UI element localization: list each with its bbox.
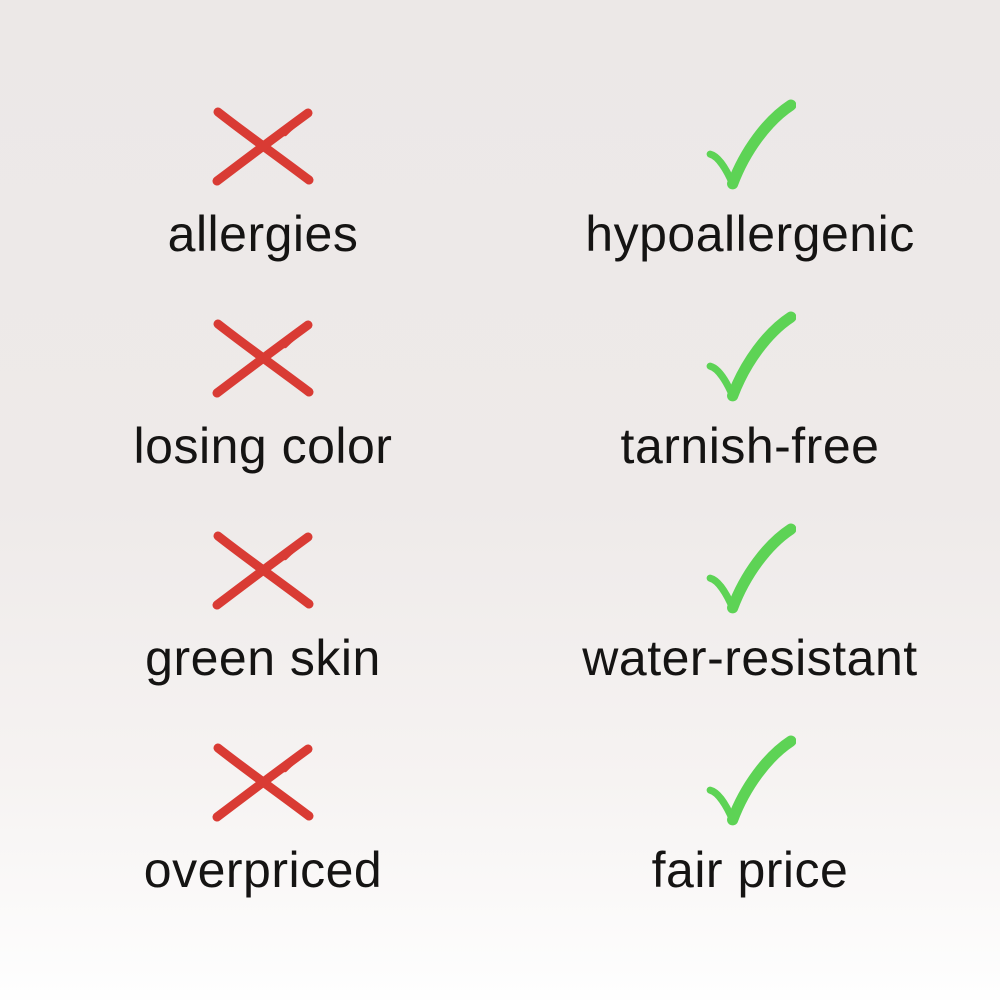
cross-icon: [207, 318, 319, 398]
negative-label: overpriced: [143, 842, 383, 898]
negative-item-allergies: allergies: [0, 78, 526, 290]
positive-label: hypoallergenic: [585, 206, 915, 262]
cross-icon: [207, 742, 319, 822]
negative-item-losing-color: losing color: [0, 290, 526, 502]
positive-item-water-resistant: water-resistant: [526, 502, 974, 714]
cross-icon: [207, 106, 319, 186]
check-icon: [704, 734, 796, 831]
negative-label: losing color: [133, 418, 393, 474]
positive-label: tarnish-free: [620, 418, 880, 474]
positive-label: water-resistant: [582, 630, 918, 686]
positive-label: fair price: [651, 842, 849, 898]
negative-item-overpriced: overpriced: [0, 714, 526, 926]
negative-label: green skin: [145, 630, 381, 686]
positive-item-hypoallergenic: hypoallergenic: [526, 78, 974, 290]
cross-icon: [207, 530, 319, 610]
check-icon: [704, 98, 796, 195]
positive-item-fair-price: fair price: [526, 714, 974, 926]
negative-label: allergies: [167, 206, 359, 262]
negative-item-green-skin: green skin: [0, 502, 526, 714]
check-icon: [704, 310, 796, 407]
comparison-grid: allergies hypoallergenic losing color ta…: [0, 0, 974, 926]
check-icon: [704, 522, 796, 619]
positive-item-tarnish-free: tarnish-free: [526, 290, 974, 502]
